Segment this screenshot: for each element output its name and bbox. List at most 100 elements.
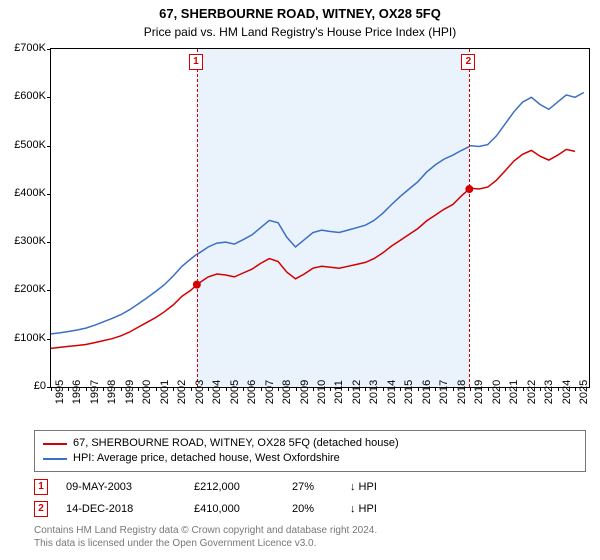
y-tick — [47, 242, 51, 243]
x-tick — [191, 387, 192, 391]
y-tick — [47, 49, 51, 50]
legend-row-0: 67, SHERBOURNE ROAD, WITNEY, OX28 5FQ (d… — [43, 436, 577, 451]
y-label: £300K — [14, 235, 46, 247]
x-label: 2016 — [421, 380, 433, 404]
sale-direction: ↓ HPI — [350, 503, 377, 515]
x-tick — [348, 387, 349, 391]
legend: 67, SHERBOURNE ROAD, WITNEY, OX28 5FQ (d… — [34, 430, 586, 472]
y-label: £100K — [14, 332, 46, 344]
y-tick — [47, 290, 51, 291]
x-tick — [505, 387, 506, 391]
chart-area — [50, 48, 590, 388]
x-tick — [103, 387, 104, 391]
legend-label: HPI: Average price, detached house, West… — [73, 451, 340, 466]
x-label: 2004 — [211, 380, 223, 404]
x-tick — [208, 387, 209, 391]
x-label: 2006 — [246, 380, 258, 404]
x-tick — [138, 387, 139, 391]
x-label: 1995 — [54, 380, 66, 404]
x-label: 1998 — [106, 380, 118, 404]
y-label: £700K — [14, 42, 46, 54]
sale-row-2: 214-DEC-2018£410,00020%↓ HPI — [34, 498, 586, 520]
y-tick — [47, 194, 51, 195]
x-label: 2008 — [281, 380, 293, 404]
sale-pct: 20% — [292, 503, 332, 515]
sale-marker-box-1: 1 — [189, 54, 203, 70]
x-label: 2005 — [229, 380, 241, 404]
x-tick — [383, 387, 384, 391]
sales-table: 109-MAY-2003£212,00027%↓ HPI214-DEC-2018… — [34, 476, 586, 520]
x-tick — [261, 387, 262, 391]
x-label: 2025 — [578, 380, 590, 404]
x-label: 1999 — [124, 380, 136, 404]
x-tick — [156, 387, 157, 391]
x-label: 2019 — [473, 380, 485, 404]
x-label: 2013 — [368, 380, 380, 404]
x-label: 2000 — [141, 380, 153, 404]
x-label: 2015 — [403, 380, 415, 404]
legend-swatch — [43, 443, 67, 445]
x-tick — [226, 387, 227, 391]
x-tick — [435, 387, 436, 391]
x-tick — [365, 387, 366, 391]
hpi-line — [51, 93, 584, 334]
x-tick — [558, 387, 559, 391]
x-label: 2024 — [561, 380, 573, 404]
x-label: 2009 — [299, 380, 311, 404]
y-tick — [47, 97, 51, 98]
x-tick — [488, 387, 489, 391]
vline-1 — [197, 49, 198, 387]
footer-line-2: This data is licensed under the Open Gov… — [34, 537, 586, 550]
x-label: 2014 — [386, 380, 398, 404]
x-label: 2020 — [491, 380, 503, 404]
sale-pct: 27% — [292, 481, 332, 493]
x-label: 2017 — [438, 380, 450, 404]
x-label: 2018 — [456, 380, 468, 404]
x-label: 2007 — [264, 380, 276, 404]
sale-date: 09-MAY-2003 — [66, 481, 176, 493]
y-label: £400K — [14, 187, 46, 199]
x-tick — [575, 387, 576, 391]
chart-title: 67, SHERBOURNE ROAD, WITNEY, OX28 5FQ — [0, 0, 600, 21]
x-tick — [86, 387, 87, 391]
x-tick — [278, 387, 279, 391]
plot-svg — [51, 49, 589, 387]
x-label: 2002 — [176, 380, 188, 404]
sale-direction: ↓ HPI — [350, 481, 377, 493]
legend-label: 67, SHERBOURNE ROAD, WITNEY, OX28 5FQ (d… — [73, 436, 399, 451]
x-label: 2021 — [508, 380, 520, 404]
x-label: 2022 — [526, 380, 538, 404]
y-tick — [47, 146, 51, 147]
chart-subtitle: Price paid vs. HM Land Registry's House … — [0, 21, 600, 45]
price-line — [51, 149, 575, 348]
x-tick — [173, 387, 174, 391]
y-label: £0 — [34, 380, 46, 392]
sale-row-1: 109-MAY-2003£212,00027%↓ HPI — [34, 476, 586, 498]
legend-swatch — [43, 458, 67, 460]
vline-2 — [469, 49, 470, 387]
x-tick — [330, 387, 331, 391]
y-label: £500K — [14, 139, 46, 151]
y-label: £600K — [14, 90, 46, 102]
x-label: 1996 — [71, 380, 83, 404]
x-tick — [523, 387, 524, 391]
x-tick — [51, 387, 52, 391]
x-tick — [540, 387, 541, 391]
footer: Contains HM Land Registry data © Crown c… — [34, 524, 586, 550]
y-tick — [47, 339, 51, 340]
footer-line-1: Contains HM Land Registry data © Crown c… — [34, 524, 586, 537]
x-label: 2003 — [194, 380, 206, 404]
sale-price: £410,000 — [194, 503, 274, 515]
legend-row-1: HPI: Average price, detached house, West… — [43, 451, 577, 466]
x-tick — [470, 387, 471, 391]
x-tick — [296, 387, 297, 391]
x-tick — [68, 387, 69, 391]
x-label: 2012 — [351, 380, 363, 404]
x-label: 2001 — [159, 380, 171, 404]
x-label: 2010 — [316, 380, 328, 404]
sale-price: £212,000 — [194, 481, 274, 493]
sale-marker-box-2: 2 — [461, 54, 475, 70]
x-tick — [121, 387, 122, 391]
x-tick — [313, 387, 314, 391]
x-tick — [418, 387, 419, 391]
